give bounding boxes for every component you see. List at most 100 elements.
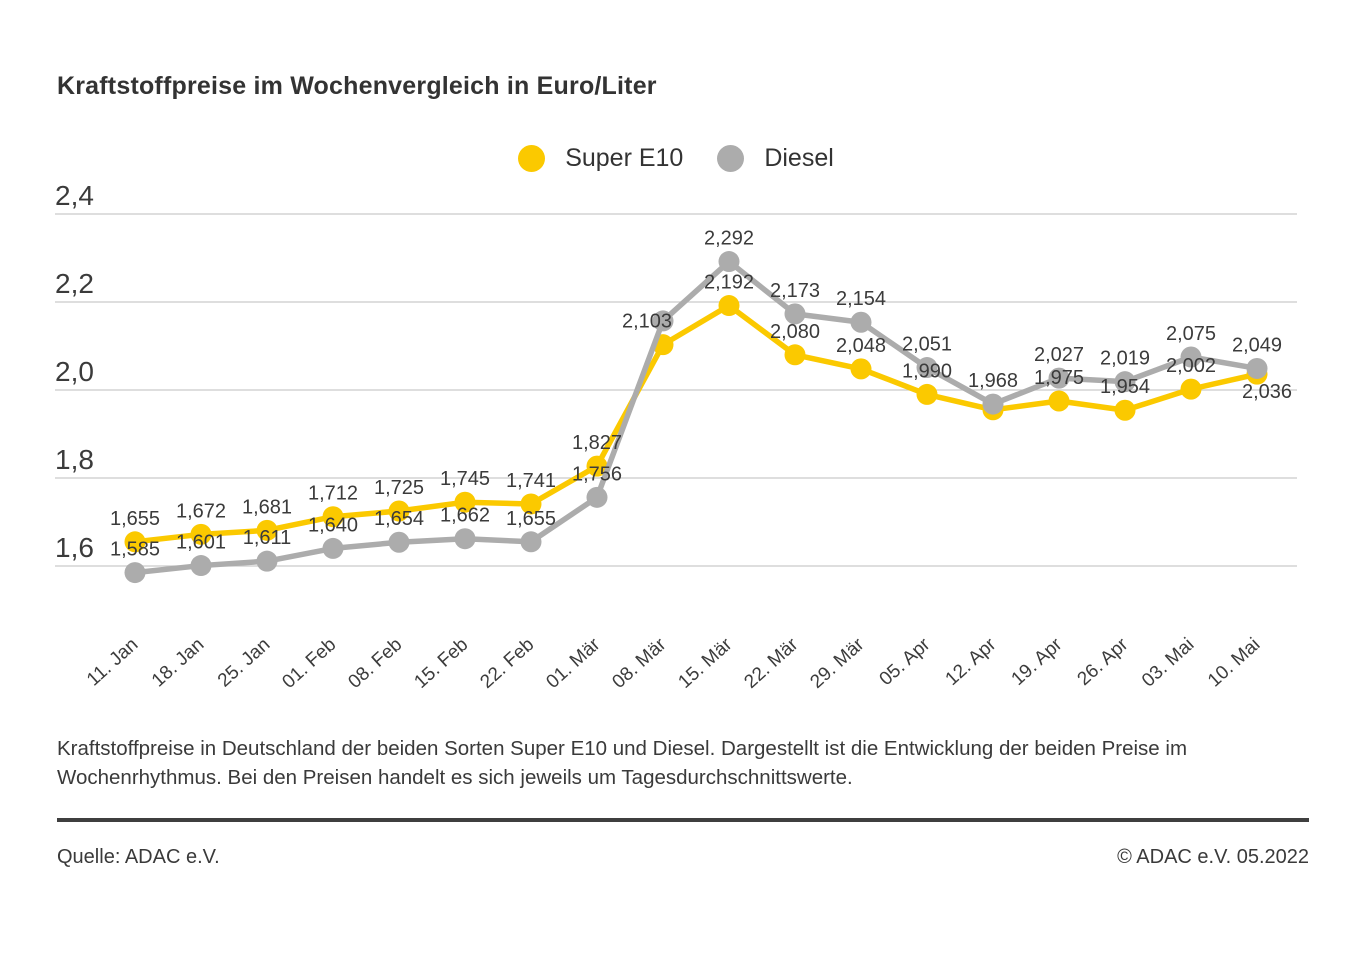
diesel-point <box>1246 357 1268 379</box>
diesel-point <box>850 311 872 333</box>
value-label: 2,080 <box>770 321 820 343</box>
diesel-point <box>388 531 410 553</box>
legend-item-diesel: Diesel <box>717 144 834 173</box>
diesel-point <box>520 531 542 553</box>
super-e10-point <box>124 531 146 553</box>
page-title: Kraftstoffpreise im Wochenvergleich in E… <box>57 72 657 100</box>
x-axis-tick-label: 05. Apr <box>876 634 935 690</box>
value-label: 2,049 <box>1232 334 1282 356</box>
x-axis-tick-label: 08. Mär <box>608 634 670 693</box>
value-label: 1,681 <box>242 496 292 518</box>
x-axis-tick-label: 11. Jan <box>83 634 142 690</box>
diesel-point <box>982 393 1004 415</box>
super-e10-point <box>718 295 740 317</box>
diesel-point <box>916 357 938 379</box>
x-axis-tick-label: 22. Mär <box>740 634 802 693</box>
super-e10-point <box>454 491 476 513</box>
value-label: 2,192 <box>704 272 754 294</box>
super-e10-line <box>132 302 1260 545</box>
diesel-point <box>718 251 740 273</box>
value-label: 2,002 <box>1166 355 1216 377</box>
diesel-point <box>652 310 674 332</box>
value-label: 1,968 <box>968 370 1018 392</box>
value-label: 1,655 <box>506 508 556 530</box>
value-label: 1,655 <box>110 508 160 530</box>
super-e10-point <box>916 383 938 405</box>
super-e10-marker-icon <box>518 145 546 172</box>
value-label: 2,154 <box>836 288 886 310</box>
value-label: 1,712 <box>308 483 358 505</box>
diesel-point <box>190 555 212 577</box>
value-label: 1,672 <box>176 500 226 522</box>
diesel-marker-icon <box>717 145 745 172</box>
footer: Quelle: ADAC e.V. © ADAC e.V. 05.2022 <box>57 846 1309 869</box>
value-label: 2,019 <box>1100 348 1150 370</box>
value-label: 1,745 <box>440 468 490 490</box>
x-axis-tick-label: 12. Apr <box>942 634 1001 690</box>
value-label: 2,048 <box>836 335 886 357</box>
diesel-point <box>1114 371 1136 393</box>
value-label: 1,827 <box>572 432 622 454</box>
x-axis-tick-label: 22. Feb <box>476 634 538 693</box>
diesel-point <box>784 303 806 325</box>
value-label: 1,601 <box>176 532 226 554</box>
value-label: 2,103 <box>622 311 672 333</box>
diesel-point <box>256 550 278 572</box>
chart-legend: Super E10 Diesel <box>0 144 1352 173</box>
super-e10-point <box>520 493 542 515</box>
divider <box>57 818 1309 822</box>
diesel-point <box>586 486 608 508</box>
super-e10-point <box>256 519 278 541</box>
legend-label-diesel: Diesel <box>764 144 834 172</box>
value-label: 2,027 <box>1034 344 1084 366</box>
value-label: 1,725 <box>374 477 424 499</box>
y-axis-tick-label: 2,4 <box>55 180 94 211</box>
source-credit: Quelle: ADAC e.V. <box>57 846 220 868</box>
y-axis-tick-label: 1,8 <box>55 444 94 475</box>
value-label: 1,756 <box>572 463 622 485</box>
x-axis-tick-label: 03. Mai <box>1138 634 1198 691</box>
x-axis-tick-label: 10. Mai <box>1204 634 1264 691</box>
diesel-point <box>1180 346 1202 368</box>
legend-item-super-e10: Super E10 <box>518 144 683 173</box>
value-label: 2,036 <box>1242 381 1292 403</box>
value-label: 1,954 <box>1100 376 1150 398</box>
x-axis-tick-label: 18. Jan <box>148 634 208 691</box>
super-e10-point <box>322 506 344 528</box>
super-e10-point <box>1114 399 1136 421</box>
legend-label-super-e10: Super E10 <box>565 144 684 172</box>
x-axis-tick-label: 15. Feb <box>410 634 472 693</box>
x-axis-tick-label: 26. Apr <box>1074 634 1133 690</box>
value-label: 1,640 <box>308 514 358 536</box>
value-label: 1,975 <box>1034 367 1084 389</box>
value-label: 1,662 <box>440 505 490 527</box>
diesel-line <box>132 258 1260 576</box>
value-label: 2,051 <box>902 334 952 356</box>
value-label: 1,990 <box>902 360 952 382</box>
value-label: 1,654 <box>374 508 424 530</box>
value-label: 2,173 <box>770 280 820 302</box>
super-e10-point <box>190 523 212 545</box>
chart-description: Kraftstoffpreise in Deutschland der beid… <box>57 737 1188 790</box>
super-e10-point <box>586 455 608 477</box>
y-axis-tick-label: 2,0 <box>55 356 94 387</box>
value-label: 1,741 <box>506 470 556 492</box>
value-label: 2,075 <box>1166 323 1216 345</box>
super-e10-point <box>784 344 806 366</box>
x-axis-tick-label: 29. Mär <box>806 634 868 693</box>
x-axis-tick-label: 01. Mär <box>542 634 604 693</box>
super-e10-point <box>1180 378 1202 400</box>
value-label: 1,611 <box>243 527 292 549</box>
y-axis-tick-label: 1,6 <box>55 532 94 563</box>
x-axis-tick-label: 19. Apr <box>1008 634 1067 690</box>
super-e10-point <box>850 358 872 380</box>
diesel-point <box>1048 367 1070 389</box>
x-axis-tick-label: 08. Feb <box>344 634 406 693</box>
x-axis-tick-label: 15. Mär <box>674 634 736 693</box>
fuel-price-line-chart: 2,42,22,01,81,611. Jan 18. Jan 25. Jan 01. … <box>55 180 1297 693</box>
diesel-point <box>454 528 476 550</box>
super-e10-point <box>388 500 410 522</box>
copyright: © ADAC e.V. 05.2022 <box>1117 846 1309 868</box>
diesel-point <box>124 562 146 584</box>
